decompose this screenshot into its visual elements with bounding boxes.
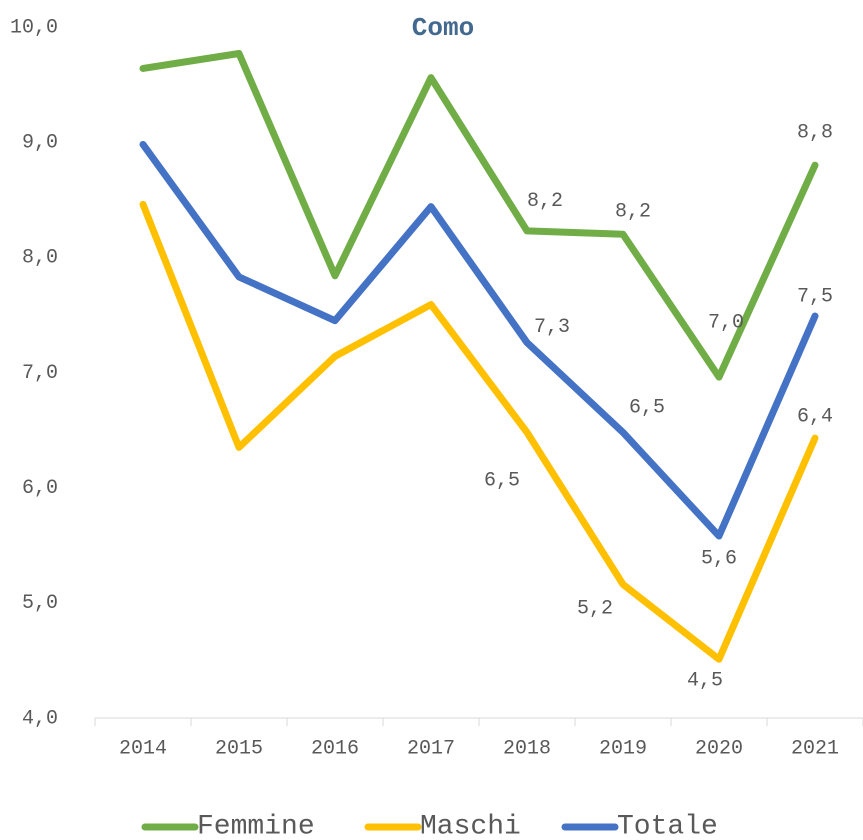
data-label: 6,5 (629, 397, 665, 420)
x-tick-label: 2015 (215, 737, 263, 760)
data-label: 6,4 (797, 405, 833, 428)
series-line (139, 200, 819, 663)
data-label: 8,2 (615, 201, 651, 224)
data-label: 6,5 (484, 470, 520, 493)
series-line (139, 140, 819, 540)
y-tick-label: 4,0 (22, 707, 58, 730)
y-tick-label: 9,0 (22, 131, 58, 154)
data-label: 8,8 (797, 121, 833, 144)
y-tick-label: 10,0 (10, 16, 58, 39)
chart-title: Como (412, 13, 474, 43)
x-tick-label: 2018 (503, 737, 551, 760)
data-label: 7,3 (534, 316, 570, 339)
y-tick-label: 8,0 (22, 247, 58, 270)
x-tick-label: 2014 (119, 737, 167, 760)
data-label: 7,5 (797, 285, 833, 308)
data-label: 8,2 (527, 190, 563, 213)
data-label: 4,5 (687, 670, 723, 693)
x-tick-label: 2017 (407, 737, 455, 760)
x-tick-label: 2020 (695, 737, 743, 760)
x-tick-label: 2019 (599, 737, 647, 760)
legend-label: Maschi (420, 811, 521, 840)
legend-label: Femmine (197, 811, 315, 840)
y-tick-label: 6,0 (22, 477, 58, 500)
legend-label: Totale (617, 811, 718, 840)
x-tick-label: 2021 (791, 737, 839, 760)
data-label: 5,6 (701, 547, 737, 570)
x-tick-label: 2016 (311, 737, 359, 760)
data-label: 5,2 (577, 598, 613, 621)
data-label: 7,0 (708, 311, 744, 334)
y-tick-label: 7,0 (22, 362, 58, 385)
y-tick-label: 5,0 (22, 592, 58, 615)
series-line (139, 49, 819, 381)
